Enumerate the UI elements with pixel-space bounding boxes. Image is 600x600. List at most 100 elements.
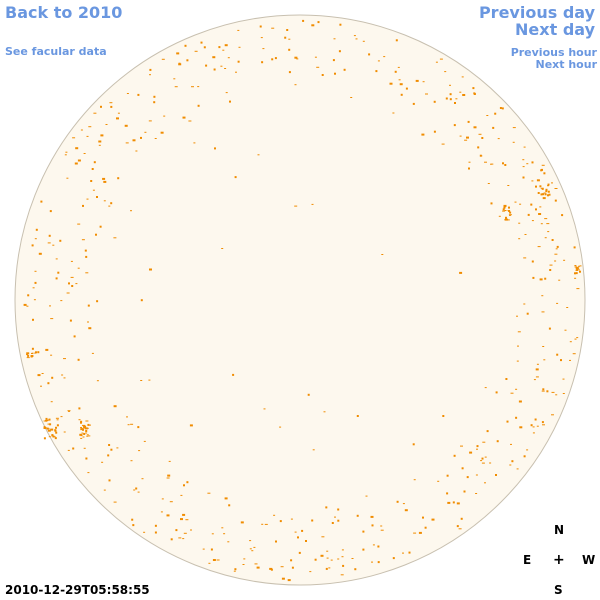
next-day-link[interactable]: Next day (515, 20, 595, 39)
facula-speck (43, 426, 46, 428)
facula-speck (466, 476, 469, 479)
facula-speck (576, 337, 579, 339)
facula-speck (271, 27, 275, 29)
facula-speck (83, 447, 86, 449)
facula-speck (175, 529, 178, 532)
facula-speck (547, 231, 550, 233)
facula-speck (47, 382, 50, 385)
facula-speck (377, 561, 380, 564)
facula-speck (547, 190, 550, 193)
facula-speck (249, 540, 252, 542)
facula-speck (47, 423, 51, 425)
facula-speck (224, 68, 227, 69)
facula-speck (160, 511, 163, 513)
facula-speck (501, 107, 504, 110)
facula-speck (441, 143, 445, 145)
facula-speck (127, 424, 130, 426)
facula-speck (100, 134, 104, 137)
facula-speck (31, 353, 33, 354)
facula-speck (137, 491, 140, 493)
facula-speck (543, 192, 546, 194)
facula-speck (220, 65, 223, 67)
facula-speck (469, 451, 473, 454)
facula-speck (205, 64, 208, 67)
facula-speck (108, 444, 111, 446)
facula-speck (183, 532, 187, 534)
facula-speck (531, 180, 534, 182)
facula-speck (554, 253, 558, 255)
facula-speck (137, 93, 140, 96)
previous-hour-link[interactable]: Previous hour (510, 46, 597, 59)
see-facular-data-link[interactable]: See facular data (5, 45, 107, 58)
facula-speck (291, 566, 294, 569)
facula-speck (356, 415, 359, 417)
facula-speck (575, 266, 578, 268)
facula-speck (473, 93, 476, 95)
facula-speck (34, 238, 37, 240)
facula-speck (275, 540, 277, 543)
facula-speck (113, 237, 117, 239)
facula-speck (383, 56, 386, 58)
facula-speck (77, 159, 81, 162)
facula-speck (531, 161, 534, 164)
facula-speck (537, 192, 540, 194)
facula-speck (108, 479, 111, 482)
facula-speck (509, 214, 511, 216)
facula-speck (96, 196, 98, 198)
facula-speck (519, 203, 522, 205)
facula-speck (48, 234, 51, 237)
facula-speck (88, 126, 92, 128)
facula-speck (326, 557, 329, 559)
facula-speck (89, 424, 91, 426)
facula-speck (439, 58, 443, 60)
facula-speck (224, 44, 228, 47)
facula-speck (92, 189, 95, 191)
facula-speck (218, 46, 221, 49)
facula-speck (526, 449, 529, 451)
facula-speck (80, 434, 83, 437)
facula-speck (290, 518, 293, 520)
facula-speck (377, 545, 380, 548)
facula-speck (512, 141, 515, 143)
facula-speck (55, 431, 58, 434)
facula-speck (68, 282, 70, 285)
next-hour-link[interactable]: Next hour (535, 58, 598, 71)
facula-speck (211, 533, 214, 535)
facula-speck (61, 374, 64, 376)
facula-speck (296, 58, 299, 60)
facula-speck (504, 219, 507, 221)
facula-speck (253, 546, 256, 548)
facula-speck (446, 492, 449, 495)
facula-speck (35, 228, 38, 231)
facula-speck (566, 307, 569, 308)
facula-speck (51, 434, 54, 437)
facula-speck (49, 305, 51, 307)
facula-speck (83, 153, 86, 154)
facula-speck (399, 83, 403, 86)
facula-speck (422, 81, 425, 83)
facula-speck (334, 72, 336, 75)
facula-speck (143, 440, 146, 442)
facula-speck (80, 129, 83, 131)
facula-speck (554, 199, 557, 202)
facula-speck (503, 204, 507, 207)
back-to-year-link[interactable]: Back to 2010 (5, 3, 123, 22)
facula-speck (43, 437, 46, 440)
facula-speck (341, 549, 344, 551)
facula-speck (216, 559, 220, 561)
facula-speck (27, 354, 30, 357)
facula-speck (132, 139, 136, 142)
facula-speck (174, 86, 178, 88)
facula-speck (321, 536, 325, 538)
facula-speck (227, 57, 230, 59)
facula-speck (161, 498, 164, 500)
facula-speck (395, 39, 398, 42)
facula-speck (341, 556, 344, 558)
facula-speck (564, 329, 567, 331)
facula-speck (54, 437, 57, 440)
facula-speck (551, 182, 553, 184)
facula-speck (154, 524, 157, 527)
facula-speck (31, 244, 34, 247)
previous-day-link[interactable]: Previous day (478, 3, 595, 22)
facula-speck (301, 529, 304, 532)
